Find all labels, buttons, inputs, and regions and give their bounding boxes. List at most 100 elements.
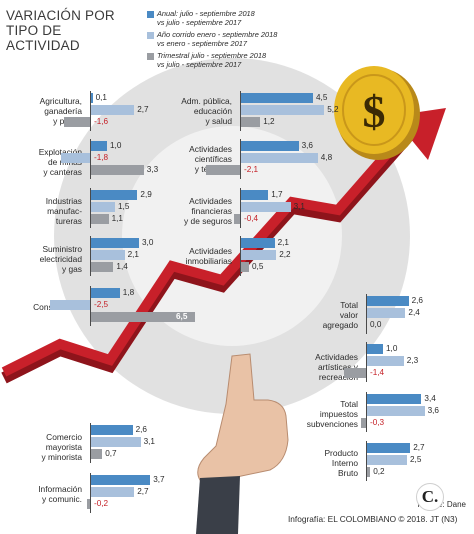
zero-axis xyxy=(366,441,368,481)
value-label: -2,5 xyxy=(94,300,109,309)
category-label: Actividades inmobiliarias xyxy=(185,246,232,267)
legend: Anual: julio - septiembre 2018 vs julio … xyxy=(147,9,307,74)
value-label: 2,5 xyxy=(410,455,422,464)
value-label: 3,6 xyxy=(301,141,313,150)
svg-text:$: $ xyxy=(363,86,386,137)
value-label: -2,1 xyxy=(244,165,259,174)
rising-arrow-icon xyxy=(1,108,446,384)
value-label: 2,6 xyxy=(411,296,423,305)
bar xyxy=(91,475,151,485)
bar xyxy=(241,202,291,212)
category-label: Total valor agregado xyxy=(322,300,358,331)
zero-axis xyxy=(240,188,242,228)
value-label: 1,2 xyxy=(263,117,275,126)
category-label: Comercio mayorista y minorista xyxy=(41,432,83,463)
bar xyxy=(241,190,269,200)
value-label: 2,9 xyxy=(140,190,152,199)
value-label: 1,1 xyxy=(111,214,123,223)
value-label: 3,3 xyxy=(146,165,159,174)
zero-axis xyxy=(90,286,92,326)
legend-swatch-trimestral xyxy=(147,53,154,61)
pointing-hand-icon xyxy=(196,353,289,534)
legend-item-trimestral: Trimestral julio - septiembre 2018 vs ju… xyxy=(147,52,307,69)
value-label: 2,7 xyxy=(413,443,425,452)
value-label: 2,7 xyxy=(137,105,149,114)
value-label: 1,4 xyxy=(116,262,128,271)
legend-label-line-2: vs julio - septiembre 2017 xyxy=(157,59,242,69)
zero-axis xyxy=(90,423,92,463)
value-label: 3,7 xyxy=(153,475,165,484)
bar xyxy=(206,165,240,175)
value-label: 0,0 xyxy=(370,320,382,329)
value-label: 3,1 xyxy=(143,437,155,446)
bar xyxy=(241,105,325,115)
category-label: Información y comunic. xyxy=(38,484,82,505)
value-label: 2,6 xyxy=(135,425,147,434)
bar xyxy=(91,288,120,298)
value-label: 0,5 xyxy=(252,262,264,271)
bar xyxy=(61,153,90,163)
value-label: 1,5 xyxy=(118,202,130,211)
zero-axis xyxy=(366,392,368,432)
value-label: 3,0 xyxy=(142,238,154,247)
legend-item-corrido: Año corrido enero - septiembre 2018 vs e… xyxy=(147,31,307,48)
bar xyxy=(241,117,261,127)
value-label: 0,2 xyxy=(373,467,385,476)
bar xyxy=(91,449,103,459)
value-label: 3,6 xyxy=(427,406,439,415)
value-label: 1,8 xyxy=(122,288,135,297)
bar xyxy=(361,418,366,428)
bar xyxy=(91,214,109,224)
zero-axis xyxy=(240,139,242,179)
bar xyxy=(241,250,277,260)
value-label: 5,2 xyxy=(327,105,339,114)
bar xyxy=(91,202,115,212)
legend-label-line-2: vs julio - septiembre 2017 xyxy=(157,17,242,27)
bar xyxy=(86,499,90,509)
bar xyxy=(367,443,411,453)
value-label: 3,4 xyxy=(424,394,436,403)
category-label: Suministro electricidad y gas xyxy=(39,244,82,275)
value-label: 0,7 xyxy=(105,449,117,458)
bar xyxy=(367,296,409,306)
bar xyxy=(241,238,275,248)
value-label: -1,6 xyxy=(94,117,109,126)
zero-axis xyxy=(366,342,368,382)
legend-item-anual: Anual: julio - septiembre 2018 vs julio … xyxy=(147,9,307,27)
bar xyxy=(367,467,371,477)
value-label: 1,7 xyxy=(271,190,283,199)
category-label: Actividades artísticas y recreación xyxy=(315,352,358,383)
bar xyxy=(91,425,133,435)
zero-axis xyxy=(90,139,92,179)
zero-axis xyxy=(90,188,92,228)
value-label: 4,5 xyxy=(316,93,328,102)
zero-axis xyxy=(90,473,92,513)
page-title: VARIACIÓN POR TIPO DE ACTIVIDAD xyxy=(6,8,115,53)
value-label: 1,0 xyxy=(110,141,122,150)
bar xyxy=(367,308,406,318)
zero-axis xyxy=(240,236,242,276)
bar xyxy=(91,437,141,447)
value-label: -0,2 xyxy=(94,499,109,508)
value-label: -0,4 xyxy=(244,214,259,223)
category-label: Industrias manufac- tureras xyxy=(45,196,82,227)
value-label: 6,5 xyxy=(176,312,188,321)
value-label: 0,1 xyxy=(95,93,107,102)
bar xyxy=(343,368,366,378)
value-label: -0,3 xyxy=(370,418,385,427)
bar xyxy=(91,141,107,151)
bar xyxy=(241,153,318,163)
bar xyxy=(233,214,240,224)
bar xyxy=(91,262,114,272)
bar xyxy=(91,105,135,115)
bar xyxy=(91,190,138,200)
bar xyxy=(91,250,125,260)
category-label: Total impuestos subvenciones xyxy=(306,399,358,430)
bar xyxy=(241,262,249,272)
bar xyxy=(367,356,404,366)
legend-label-line-2: vs enero - septiembre 2017 xyxy=(157,38,247,48)
bar xyxy=(241,141,299,151)
bar xyxy=(91,165,144,175)
